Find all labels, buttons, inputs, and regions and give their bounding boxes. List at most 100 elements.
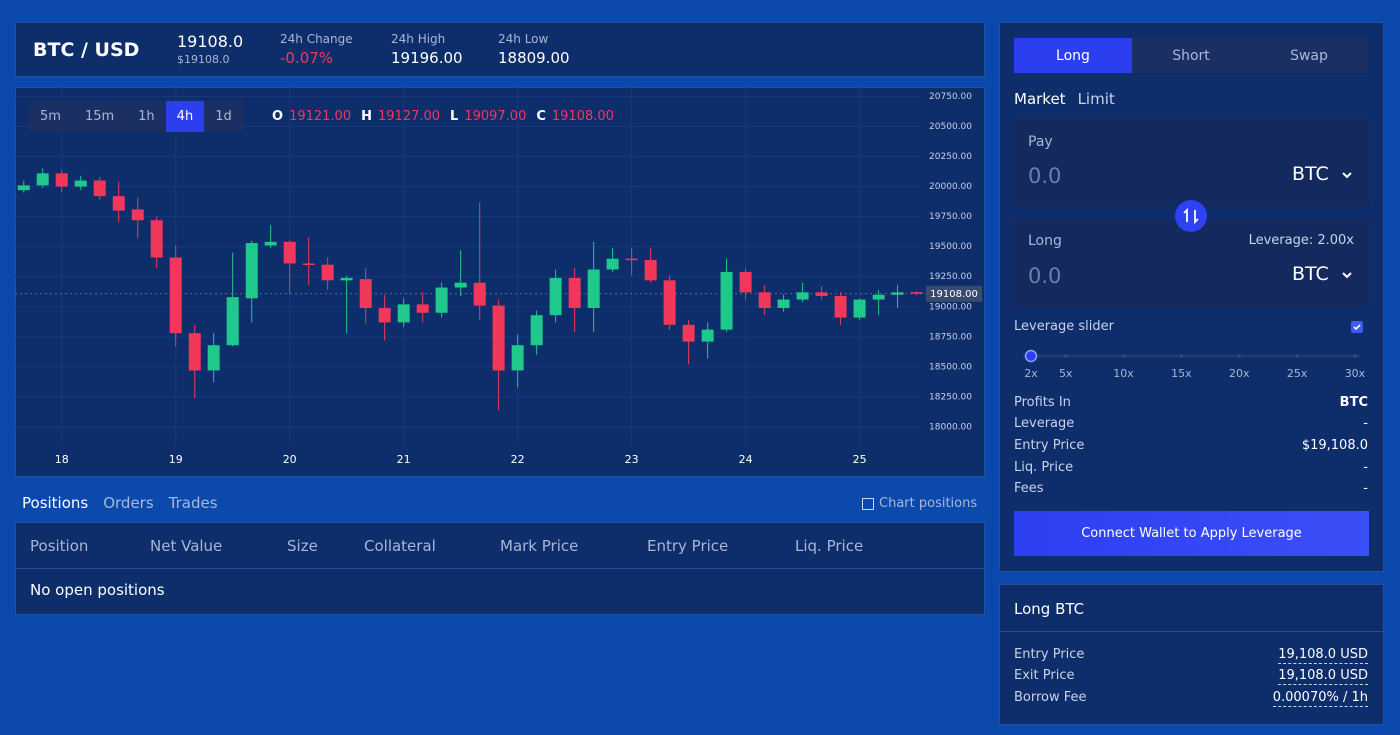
stat-label: 24h High xyxy=(391,32,446,46)
y-tick-label: 20000.00 xyxy=(929,182,972,192)
candle-body xyxy=(416,304,429,313)
column-header: Liq. Price xyxy=(795,537,864,555)
price: 19108.0 xyxy=(177,32,244,51)
chevron xyxy=(1342,172,1352,279)
candle-body xyxy=(302,263,315,265)
mode-tab[interactable]: Swap xyxy=(1290,47,1328,64)
pair: BTC / USD xyxy=(33,39,140,61)
candle-body xyxy=(340,277,353,281)
ohlc-key: L xyxy=(450,109,459,124)
slider-tick xyxy=(1179,354,1183,358)
stat-value: 18809.00 xyxy=(498,49,570,67)
timeframe-button[interactable]: 1h xyxy=(138,109,155,124)
ohlc: O 19121.00 H 19127.00 L 19097.00 C 19108.00 xyxy=(272,109,614,124)
ohlc-key: O xyxy=(272,109,284,124)
y-tick-label: 18000.00 xyxy=(929,422,972,432)
candle-body xyxy=(245,243,258,299)
summary-value[interactable]: 0.00070% / 1h xyxy=(1272,690,1368,707)
x-tick-label: 24 xyxy=(739,453,753,466)
candle-body xyxy=(815,292,828,296)
pay-label: Pay xyxy=(1028,134,1053,150)
candle-body xyxy=(435,287,448,313)
column-header: Entry Price xyxy=(647,537,729,555)
chart: 18000.00 18250.00 18500.00 18750.00 19000.00… xyxy=(15,87,982,466)
pay-token[interactable]: BTC xyxy=(1292,163,1329,185)
candle-body xyxy=(473,282,486,306)
candle-body xyxy=(112,196,125,211)
empty-message: No open positions xyxy=(30,581,165,599)
tabs: Positions Orders Trades xyxy=(22,494,218,512)
timeframe-button[interactable]: 5m xyxy=(40,109,61,124)
info-value: - xyxy=(1363,481,1368,496)
tab[interactable]: Orders xyxy=(103,494,154,512)
y-tick-label: 20250.00 xyxy=(929,152,972,162)
slider-mark-label: 30x xyxy=(1345,367,1366,380)
stat-value: -0.07% xyxy=(280,49,334,67)
column-header: Collateral xyxy=(364,537,436,555)
candle-body xyxy=(226,297,239,346)
last-price-label: 19108.00 xyxy=(930,289,978,300)
slider-handle[interactable] xyxy=(1024,349,1038,363)
tab[interactable]: Trades xyxy=(168,494,218,512)
info-label: Liq. Price xyxy=(1014,460,1074,475)
order-type[interactable]: Limit xyxy=(1077,90,1115,108)
leverage-text: Leverage: 2.00x xyxy=(1248,233,1354,248)
receive-amount[interactable]: 0.0 xyxy=(1028,264,1062,288)
candle-body xyxy=(74,180,87,187)
slider-mark-label: 10x xyxy=(1113,367,1134,380)
summary-value[interactable]: 19,108.0 USD xyxy=(1278,668,1368,685)
timeframe-button[interactable]: 15m xyxy=(84,109,115,124)
candle-body xyxy=(378,307,391,323)
y-tick-label: 20750.00 xyxy=(929,92,972,102)
summary-panel xyxy=(999,584,1384,725)
swap-button[interactable] xyxy=(1175,200,1207,232)
header-panel xyxy=(15,22,985,77)
y-tick-label: 19750.00 xyxy=(929,212,972,222)
x-tick-label: 21 xyxy=(397,453,411,466)
connect-button[interactable]: Connect Wallet to Apply Leverage xyxy=(1014,511,1369,556)
info-label: Profits In xyxy=(1014,395,1071,410)
candle-body xyxy=(283,241,296,264)
divider xyxy=(1000,631,1383,632)
y-tick-label: 18250.00 xyxy=(929,392,972,402)
ohlc-value: 19121.00 xyxy=(289,109,352,124)
receive-token[interactable]: BTC xyxy=(1292,263,1329,285)
pay-amount[interactable]: 0.0 xyxy=(1028,164,1062,188)
ohlc-key: C xyxy=(536,109,546,124)
tab[interactable]: Positions xyxy=(22,494,89,512)
candle-body xyxy=(55,173,68,187)
y-tick-label: 20500.00 xyxy=(929,122,972,132)
ohlc-value: 19108.00 xyxy=(551,109,614,124)
order-types: Market Limit xyxy=(1014,90,1115,108)
candle-body xyxy=(891,292,904,295)
chart-positions-label: Chart positions xyxy=(879,496,978,511)
slider-tick xyxy=(1353,354,1357,358)
timeframe-button[interactable]: 4h xyxy=(165,101,205,132)
summary-label: Exit Price xyxy=(1014,668,1075,683)
mode-tab[interactable]: Short xyxy=(1172,47,1210,64)
slider-mark-label: 25x xyxy=(1287,367,1308,380)
x-tick-label: 25 xyxy=(853,453,867,466)
checkbox[interactable] xyxy=(862,497,874,510)
y-tick-label: 19250.00 xyxy=(929,272,972,282)
chart-positions-toggle[interactable]: Chart positions xyxy=(862,496,977,511)
mode-tab[interactable]: Long xyxy=(1014,38,1132,73)
x-tick-label: 18 xyxy=(55,453,69,466)
ohlc-key: H xyxy=(361,109,372,124)
summary-value[interactable]: 19,108.0 USD xyxy=(1278,647,1368,664)
candle-body xyxy=(359,279,372,308)
candle-body xyxy=(264,241,277,246)
candle-body xyxy=(397,304,410,323)
candle-body xyxy=(492,305,505,371)
column-header: Net Value xyxy=(150,537,223,555)
slider-mark-label: 15x xyxy=(1171,367,1192,380)
timeframe-button[interactable]: 1d xyxy=(215,109,232,124)
y-tick-label: 19000.00 xyxy=(929,302,972,312)
candle-body xyxy=(910,292,923,294)
candle-body xyxy=(188,333,201,371)
candle-body xyxy=(834,295,847,318)
candle-body xyxy=(739,271,752,293)
summary-label: Entry Price xyxy=(1014,647,1085,662)
order-type[interactable]: Market xyxy=(1014,90,1066,108)
